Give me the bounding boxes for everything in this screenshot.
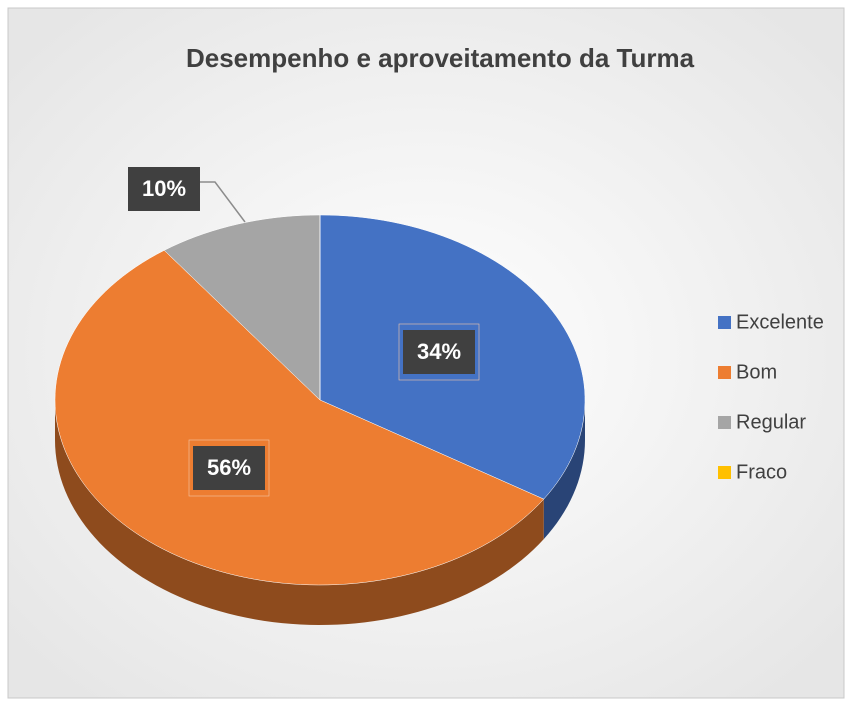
legend-label: Regular <box>736 411 806 433</box>
slice-side <box>543 400 585 540</box>
leader-line <box>200 181 246 223</box>
data-label: 34% <box>417 339 461 364</box>
data-label-bg <box>403 330 475 374</box>
data-label: 56% <box>207 455 251 480</box>
chart-title: Desempenho e aproveitamento da Turma <box>186 43 695 73</box>
slice <box>163 214 321 401</box>
legend-label: Excelente <box>736 311 824 333</box>
slice <box>54 250 545 586</box>
data-label-box <box>398 323 480 381</box>
legend-swatch <box>718 366 731 379</box>
legend-label: Bom <box>736 361 777 383</box>
data-label-bg <box>193 446 265 490</box>
data-label-box <box>188 439 270 497</box>
legend-swatch <box>718 466 731 479</box>
legend-swatch <box>718 416 731 429</box>
data-label: 10% <box>142 176 186 201</box>
legend-swatch <box>718 316 731 329</box>
legend-label: Fraco <box>736 461 787 483</box>
data-label-bg <box>128 167 200 211</box>
slice-side <box>55 400 544 625</box>
